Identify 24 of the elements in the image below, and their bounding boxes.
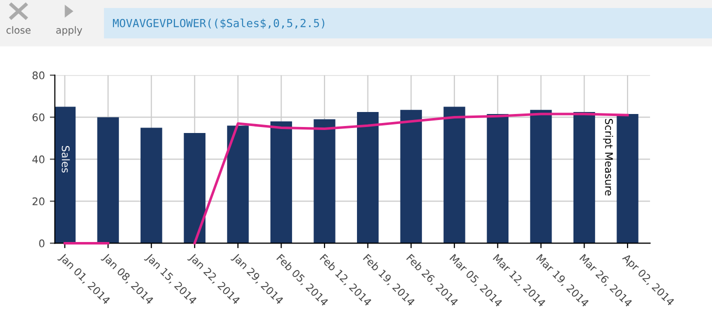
y-tick-label: 20 [32, 197, 44, 206]
bar [486, 114, 508, 244]
bar [270, 121, 292, 244]
y-tick-label: 0 [39, 239, 44, 248]
bar [444, 106, 466, 244]
bar [140, 128, 162, 244]
bar [530, 110, 552, 244]
bar [54, 106, 76, 244]
text: apply [56, 26, 82, 36]
bar [400, 110, 422, 244]
y-tick-label: 60 [32, 113, 44, 122]
bar [573, 112, 596, 244]
text: close [6, 26, 31, 34]
bar [97, 117, 119, 244]
y-tick-label: 80 [32, 71, 44, 80]
y-tick-label: 40 [32, 155, 44, 164]
text: Script Measure [603, 118, 614, 196]
text: MOVAVGEVPLOWER(($Sales$,0,5,2.5) [112, 18, 324, 29]
bar [227, 126, 249, 244]
bar [184, 132, 206, 244]
bar [314, 119, 336, 244]
bar [356, 112, 379, 244]
bar [616, 114, 638, 244]
series-label: Sales [62, 146, 70, 173]
